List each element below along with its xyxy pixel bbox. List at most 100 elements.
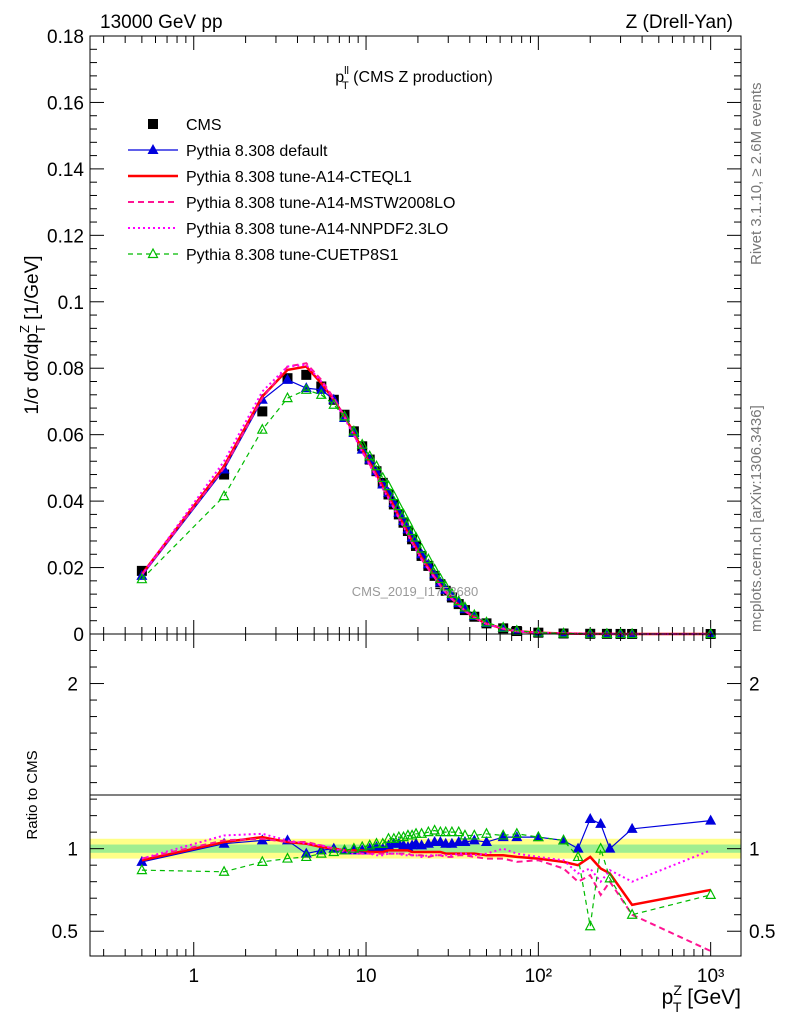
ratio-point-cuetp bbox=[406, 829, 418, 840]
ratio-point-cuetp bbox=[572, 850, 584, 862]
cms-point bbox=[219, 469, 230, 480]
ratio-point-cuetp bbox=[371, 837, 383, 848]
legend: CMS Pythia 8.308 default Pythia 8.308 tune… bbox=[128, 117, 455, 264]
ratio-point-cuetp bbox=[558, 834, 570, 845]
series-cuetp bbox=[136, 383, 717, 639]
main-axis-ticks: 0 0.02 0.04 0.06 0.08 0.1 0.12 0.14 0.16 0.18 bbox=[47, 27, 741, 646]
series-point-cuetp bbox=[364, 449, 376, 461]
ratio-xtick-label: 10 bbox=[355, 966, 376, 987]
ratio-point-cuetp bbox=[377, 837, 389, 848]
legend-item-cuetp: Pythia 8.308 tune-CUETP8S1 bbox=[128, 247, 399, 264]
series-line-mstw bbox=[141, 362, 711, 635]
ratio-point-default bbox=[705, 814, 717, 825]
series-point-cuetp bbox=[446, 587, 458, 598]
main-ytick-label: 0.1 bbox=[58, 293, 84, 314]
series-point-default bbox=[281, 373, 293, 384]
ratio-point-default bbox=[558, 834, 570, 845]
series-point-cuetp bbox=[440, 580, 452, 591]
series-point-cuetp bbox=[402, 516, 414, 527]
legend-label-cms: CMS bbox=[186, 117, 222, 134]
ratio-point-cuetp bbox=[595, 842, 607, 853]
series-point-cuetp bbox=[356, 438, 368, 449]
series-point-cuetp bbox=[416, 542, 428, 553]
ratio-ytick-label: 0.5 bbox=[52, 922, 78, 943]
ratio-point-cuetp bbox=[626, 908, 638, 919]
ratio-xtick-label: 10³ bbox=[697, 966, 724, 987]
ratio-line-mstw bbox=[141, 837, 712, 952]
ratio-point-cuetp bbox=[497, 829, 509, 840]
main-ylabel-sub: T bbox=[33, 325, 48, 333]
ratio-point-default bbox=[572, 842, 584, 853]
main-ylabel-suffix: [1/GeV] bbox=[22, 255, 43, 325]
cms-point bbox=[257, 406, 268, 417]
main-ylabel-sup: Z bbox=[17, 325, 32, 333]
ratio-point-cuetp bbox=[348, 842, 360, 853]
series-mstw bbox=[141, 362, 711, 635]
main-ytick-label: 0 bbox=[73, 625, 84, 646]
series-point-cuetp bbox=[601, 627, 613, 638]
main-ytick-label: 0.04 bbox=[47, 492, 84, 513]
ratio-xtick-label: 10² bbox=[525, 966, 552, 987]
series-point-cuetp bbox=[480, 616, 492, 627]
series-point-cuetp bbox=[453, 594, 465, 606]
series-point-cuetp bbox=[398, 508, 410, 519]
legend-label-cteq: Pythia 8.308 tune-A14-CTEQL1 bbox=[186, 169, 412, 186]
main-ytick-label: 0.14 bbox=[47, 160, 84, 181]
ratio-point-cuetp bbox=[281, 852, 293, 863]
series-point-cuetp bbox=[422, 552, 434, 564]
ratio-point-default bbox=[497, 831, 509, 842]
series-point-cuetp bbox=[371, 459, 383, 471]
ratio-point-default bbox=[604, 842, 616, 853]
series-point-cuetp bbox=[300, 383, 312, 394]
ratio-point-cuetp bbox=[604, 872, 616, 883]
legend-label-nnpdf: Pythia 8.308 tune-A14-NNPDF2.3LO bbox=[186, 221, 448, 238]
ratio-point-cuetp bbox=[468, 829, 480, 840]
ratio-xlabel-p: p bbox=[662, 986, 674, 1009]
ratio-point-cuetp bbox=[398, 830, 410, 842]
ratio-point-cuetp bbox=[328, 845, 340, 857]
series-point-cuetp bbox=[434, 572, 446, 583]
ratio-point-cuetp bbox=[429, 824, 441, 835]
legend-item-nnpdf: Pythia 8.308 tune-A14-NNPDF2.3LO bbox=[128, 221, 448, 238]
series-point-default bbox=[402, 523, 414, 534]
series-point-default bbox=[440, 583, 452, 594]
ratio-series-cuetp bbox=[136, 824, 717, 931]
ratio-xlabel-sup: Z bbox=[673, 982, 682, 998]
ratio-ytick-label: 2 bbox=[67, 675, 78, 696]
main-ytick-label: 0.18 bbox=[47, 27, 84, 48]
ratio-point-cuetp bbox=[705, 888, 717, 900]
series-point-default bbox=[398, 515, 410, 526]
ratio-point-default bbox=[511, 831, 523, 842]
ratio-xtick-label: 1 bbox=[188, 966, 199, 987]
legend-item-cteq: Pythia 8.308 tune-A14-CTEQL1 bbox=[128, 169, 412, 186]
ratio-point-cuetp bbox=[584, 919, 596, 931]
ratio-point-cuetp bbox=[356, 840, 368, 852]
ratio-point-cuetp bbox=[339, 844, 351, 855]
main-ytick-label: 0.08 bbox=[47, 359, 84, 380]
legend-label-cuetp: Pythia 8.308 tune-CUETP8S1 bbox=[186, 247, 399, 264]
ratio-point-cuetp bbox=[446, 825, 458, 837]
series-point-default bbox=[434, 576, 446, 587]
ratio-ytick-label-right: 0.5 bbox=[749, 922, 775, 943]
series-point-cuetp bbox=[626, 627, 638, 639]
ratio-point-cuetp bbox=[383, 832, 394, 843]
ratio-point-cuetp bbox=[136, 863, 148, 875]
ratio-ylabel: Ratio to CMS bbox=[24, 750, 41, 839]
main-ytick-label: 0.16 bbox=[47, 93, 84, 114]
main-title-sub: T bbox=[342, 80, 349, 92]
legend-label-mstw: Pythia 8.308 tune-A14-MSTW2008LO bbox=[186, 195, 455, 212]
series-point-cuetp bbox=[256, 423, 268, 434]
series-point-cuetp bbox=[315, 388, 327, 399]
ratio-point-cuetp bbox=[315, 847, 327, 858]
legend-item-default: Pythia 8.308 default bbox=[128, 143, 328, 160]
ratio-point-cuetp bbox=[459, 829, 471, 840]
ratio-point-cuetp bbox=[511, 827, 523, 838]
ratio-point-cuetp bbox=[434, 825, 446, 837]
rivet-label: Rivet 3.1.10, ≥ 2.6M events bbox=[748, 83, 765, 266]
series-point-cuetp bbox=[281, 391, 293, 403]
series-point-cuetp bbox=[468, 608, 480, 620]
main-title-rest: (CMS Z production) bbox=[349, 69, 493, 86]
series-point-cuetp bbox=[383, 479, 394, 491]
header-left: 13000 GeV pp bbox=[100, 12, 223, 33]
